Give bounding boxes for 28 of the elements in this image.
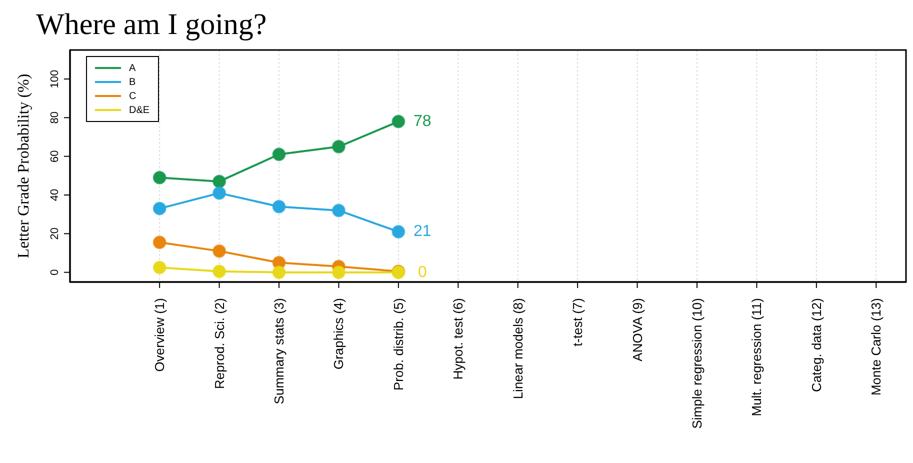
x-tick-label: Overview (1) xyxy=(152,298,168,372)
y-tick-label: 100 xyxy=(49,70,61,88)
x-tick-label: Prob. distrib. (5) xyxy=(390,298,406,390)
x-tick-label: Categ. data (12) xyxy=(808,298,824,392)
y-axis-title: Letter Grade Probability (%) xyxy=(16,74,33,258)
chart-title: Where am I going? xyxy=(36,8,268,42)
data-label: 0 xyxy=(418,264,427,281)
x-tick-label: Graphics (4) xyxy=(331,298,346,370)
x-tick-label: Summary stats (3) xyxy=(272,298,286,404)
y-tick-label: 0 xyxy=(49,269,61,276)
legend-label: D&E xyxy=(129,104,150,116)
y-tick-label: 40 xyxy=(49,188,61,202)
y-tick-label: 80 xyxy=(49,112,61,124)
x-tick-label: Monte Carlo (13) xyxy=(868,298,884,396)
x-tick-label: ANOVA (9) xyxy=(630,298,645,362)
x-tick-label: Simple regression (10) xyxy=(690,298,704,429)
x-tick-label: Linear models (8) xyxy=(510,298,526,400)
legend-label: A xyxy=(129,62,136,74)
data-label: 78 xyxy=(414,113,432,130)
y-tick-label: 20 xyxy=(49,228,61,240)
data-label: 21 xyxy=(414,223,432,240)
x-tick-label: t-test (7) xyxy=(570,298,586,346)
y-tick-label: 60 xyxy=(49,150,61,162)
x-tick-label: Reprod. Sci. (2) xyxy=(212,298,227,390)
legend-label: C xyxy=(129,90,136,102)
legend-label: B xyxy=(129,76,136,88)
x-tick-label: Hypot. test (6) xyxy=(450,298,466,380)
x-tick-label: Mult. regression (11) xyxy=(749,298,764,416)
